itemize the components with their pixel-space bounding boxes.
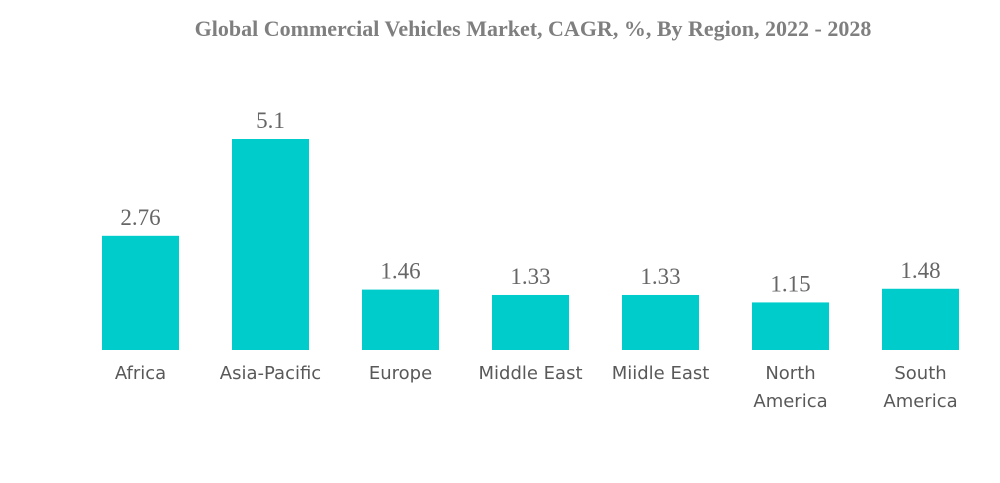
x-tick-label: Miidle East — [612, 363, 710, 384]
data-label: 1.15 — [770, 271, 810, 296]
x-tick-label: America — [753, 391, 827, 412]
bar — [362, 289, 439, 350]
data-label: 1.46 — [380, 259, 420, 284]
x-tick-label: North — [765, 363, 815, 384]
data-label: 1.33 — [510, 264, 550, 289]
bar — [622, 294, 699, 350]
bar — [232, 139, 309, 350]
x-tick-label: Europe — [369, 363, 432, 384]
x-tick-label: South — [894, 363, 946, 384]
x-tick-label: Asia-Pacific — [220, 363, 321, 384]
x-tick-label: America — [883, 391, 957, 412]
data-label: 2.76 — [120, 205, 160, 230]
bar — [752, 302, 829, 350]
data-label: 5.1 — [256, 108, 285, 133]
data-label: 1.48 — [900, 258, 940, 283]
bar — [492, 294, 569, 350]
chart-title: Global Commercial Vehicles Market, CAGR,… — [194, 16, 872, 41]
x-tick-label: Africa — [115, 363, 166, 384]
bar — [882, 288, 959, 350]
x-tick-label: Middle East — [478, 363, 582, 384]
bar — [102, 235, 179, 350]
data-label: 1.33 — [640, 264, 680, 289]
